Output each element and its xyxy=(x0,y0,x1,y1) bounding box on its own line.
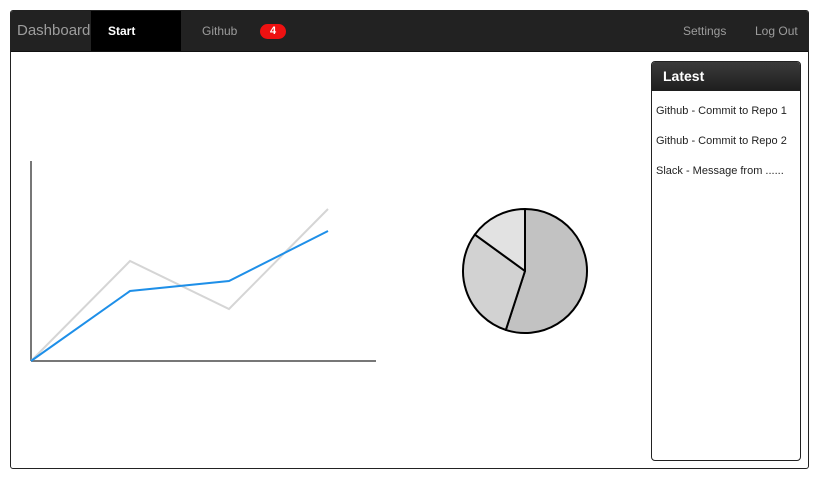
nav-item-github[interactable]: Github xyxy=(202,24,238,38)
nav-item-start[interactable]: Start xyxy=(91,11,181,51)
brand-link[interactable]: Dashboard xyxy=(17,22,91,39)
pie-chart xyxy=(462,208,589,334)
latest-item[interactable]: Github - Commit to Repo 1 xyxy=(656,105,787,117)
latest-list: Github - Commit to Repo 1 Github - Commi… xyxy=(652,91,800,186)
latest-item[interactable]: Slack - Message from ...... xyxy=(656,165,784,177)
pie-slice-2 xyxy=(462,233,526,331)
nav-item-logout[interactable]: Log Out xyxy=(755,24,798,38)
app-frame: Dashboard Start Github 4 Settings Log Ou… xyxy=(10,10,809,469)
pie-slice-3 xyxy=(473,208,526,272)
latest-panel-title: Latest xyxy=(652,62,800,91)
latest-panel: Latest Github - Commit to Repo 1 Github … xyxy=(651,61,801,461)
series-blue-line xyxy=(30,230,329,362)
pie-slice-1 xyxy=(504,208,589,334)
latest-item[interactable]: Github - Commit to Repo 2 xyxy=(656,135,787,147)
navbar: Dashboard Start Github 4 Settings Log Ou… xyxy=(11,11,808,52)
github-count-badge[interactable]: 4 xyxy=(260,24,286,39)
nav-item-settings[interactable]: Settings xyxy=(683,24,727,38)
line-chart xyxy=(30,161,376,362)
